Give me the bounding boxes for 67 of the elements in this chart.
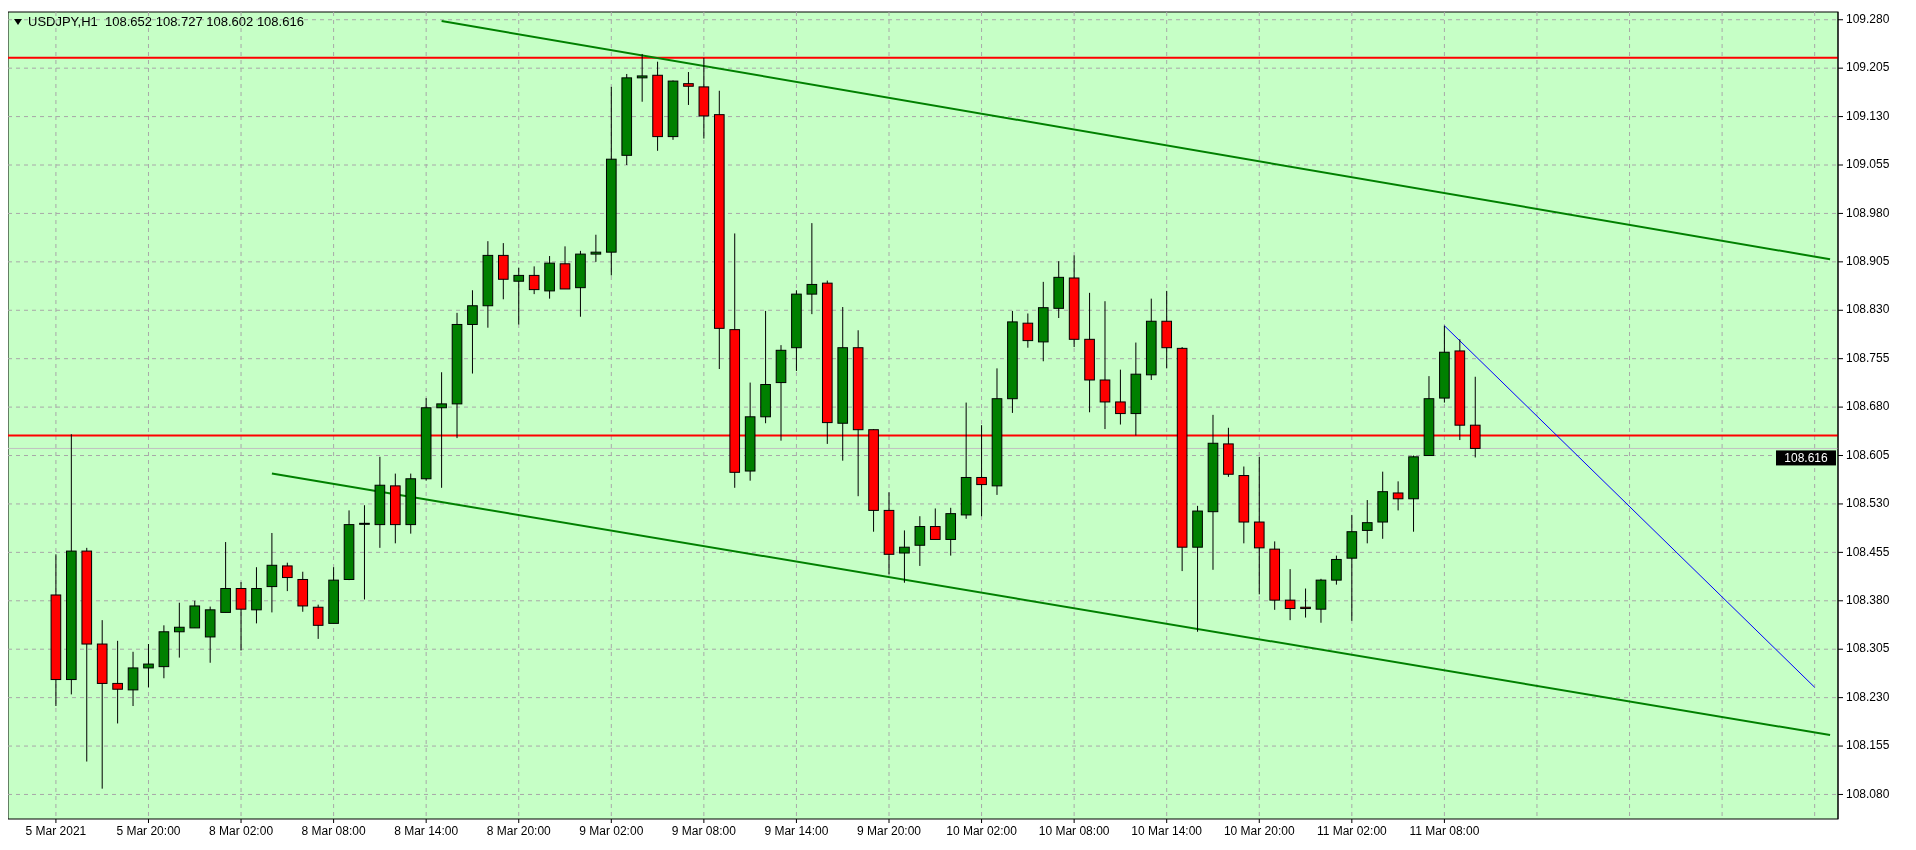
y-tick-label: 109.130 — [1846, 108, 1890, 123]
y-tick-label: 108.530 — [1846, 496, 1890, 511]
candlestick — [1361, 499, 1373, 544]
y-tick-label: 108.230 — [1846, 689, 1890, 704]
candlestick — [1284, 568, 1296, 621]
candlestick — [312, 604, 324, 640]
candlestick — [1300, 588, 1311, 619]
candlestick — [143, 643, 154, 688]
candlestick — [112, 640, 123, 724]
candlestick — [1022, 313, 1034, 349]
chart-title: USDJPY,H1 108.652 108.727 108.602 108.616 — [28, 14, 304, 29]
candlestick — [436, 371, 447, 489]
y-tick-label: 108.830 — [1846, 302, 1890, 317]
y-tick-label: 109.205 — [1846, 60, 1890, 75]
candlestick — [929, 507, 941, 540]
candlestick — [1392, 480, 1404, 511]
candlestick — [528, 265, 540, 295]
ref-line-label: 108.616 — [1784, 450, 1829, 465]
candlestick — [497, 242, 509, 300]
candlestick — [235, 581, 247, 651]
candlestick — [359, 504, 370, 600]
x-tick-label: 8 Mar 14:00 — [394, 824, 459, 838]
y-tick-label: 108.080 — [1846, 786, 1890, 801]
x-tick-label: 10 Mar 02:00 — [946, 824, 1018, 838]
y-tick-label: 108.755 — [1846, 350, 1890, 365]
candlestick — [914, 515, 926, 567]
y-tick-label: 109.280 — [1846, 11, 1890, 26]
x-tick-label: 5 Mar 20:00 — [116, 824, 181, 838]
candlestick — [806, 222, 818, 315]
x-tick-label: 9 Mar 02:00 — [579, 824, 644, 838]
y-tick-label: 108.605 — [1846, 447, 1890, 462]
y-tick-label: 108.680 — [1846, 399, 1890, 414]
y-tick-label: 108.155 — [1846, 738, 1890, 753]
candlestick — [127, 651, 139, 707]
x-tick-label: 8 Mar 20:00 — [486, 824, 552, 838]
y-tick-label: 108.380 — [1846, 592, 1890, 607]
candlestick — [220, 541, 231, 613]
candlestick — [251, 566, 262, 624]
candlestick — [282, 562, 293, 592]
y-tick-label: 108.305 — [1846, 641, 1890, 656]
x-tick-label: 9 Mar 20:00 — [856, 824, 922, 838]
y-tick-label: 108.905 — [1846, 254, 1890, 269]
candlestick — [899, 529, 910, 584]
x-tick-label: 11 Mar 02:00 — [1316, 824, 1388, 838]
candlestick — [590, 234, 602, 263]
x-tick-label: 5 Mar 2021 — [25, 824, 87, 838]
candlestick — [189, 600, 201, 629]
x-tick-label: 8 Mar 08:00 — [301, 824, 366, 838]
candlestick — [683, 71, 694, 106]
candlestick — [467, 289, 478, 375]
x-tick-label: 10 Mar 08:00 — [1038, 824, 1110, 838]
x-tick-label: 8 Mar 02:00 — [209, 824, 274, 838]
x-tick-label: 9 Mar 14:00 — [764, 824, 829, 838]
x-tick-label: 10 Mar 20:00 — [1223, 824, 1295, 838]
y-tick-label: 109.055 — [1846, 157, 1890, 172]
candlestick — [636, 53, 648, 103]
x-tick-label: 9 Mar 08:00 — [671, 824, 737, 838]
candlestick — [1115, 369, 1126, 426]
y-tick-label: 108.455 — [1846, 544, 1890, 559]
candlestick — [513, 267, 525, 325]
x-tick-label: 11 Mar 08:00 — [1409, 824, 1480, 838]
y-tick-label: 108.980 — [1846, 205, 1890, 220]
candlestick — [174, 602, 185, 659]
x-tick-label: 10 Mar 14:00 — [1131, 824, 1203, 838]
candlestick — [266, 532, 278, 613]
candlestick — [1099, 300, 1111, 430]
candlestick — [1331, 555, 1342, 586]
